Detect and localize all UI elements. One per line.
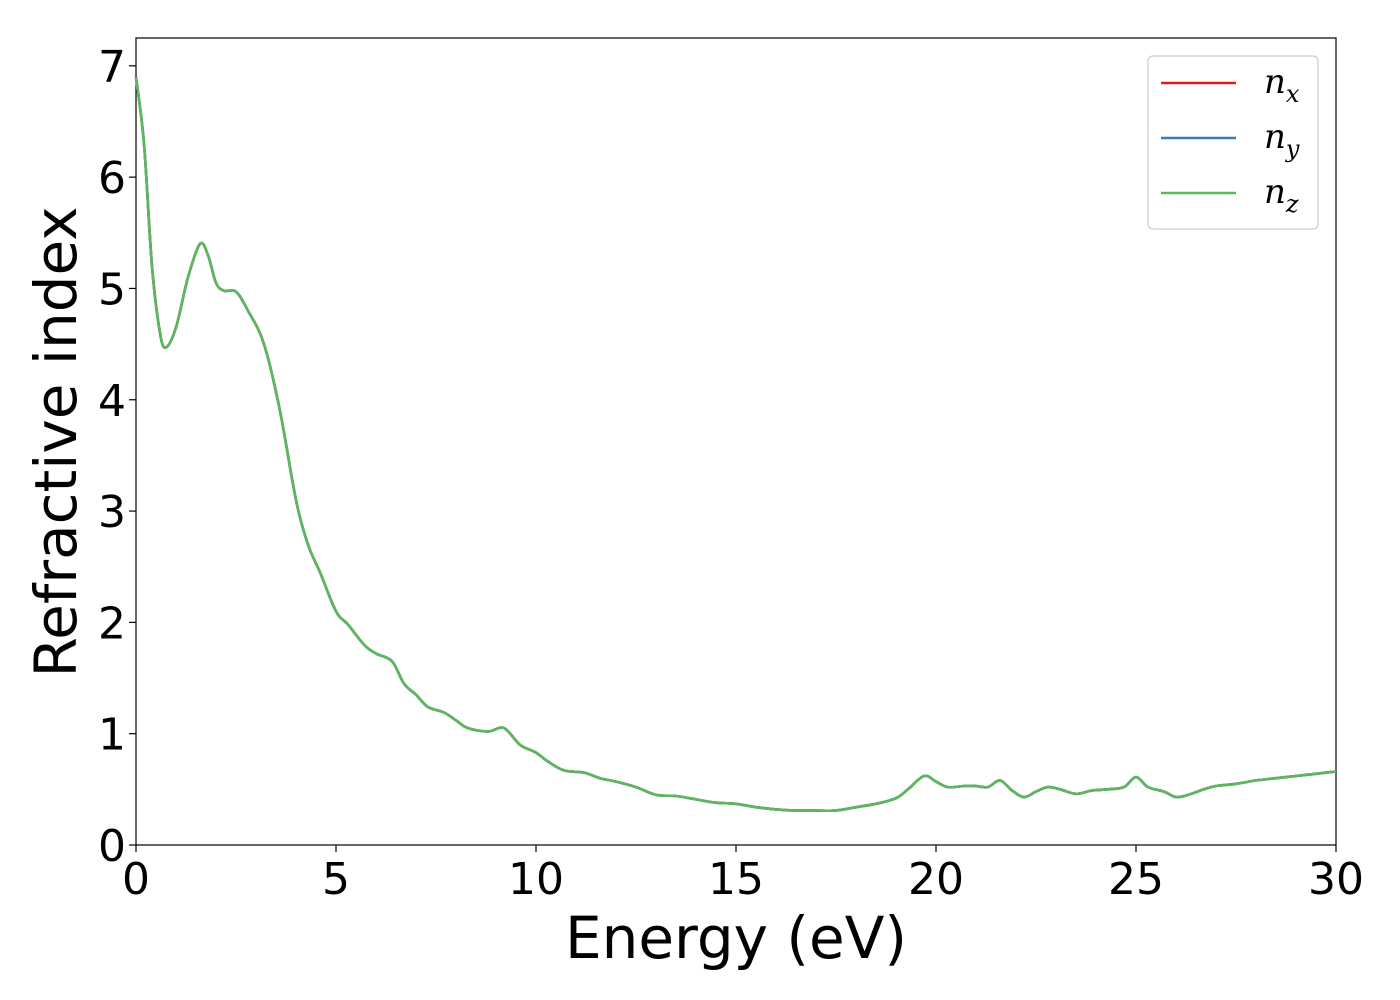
- legend-label-nz: nz: [1264, 172, 1299, 218]
- x-tick-label: 15: [708, 854, 764, 905]
- y-tick-label: 6: [98, 153, 126, 204]
- legend-label-ny: ny: [1264, 117, 1300, 163]
- legend-label-subscript: x: [1286, 80, 1300, 108]
- y-tick-label: 5: [98, 264, 126, 315]
- y-tick-label: 0: [98, 821, 126, 872]
- x-axis-label: Energy (eV): [565, 904, 907, 972]
- y-axis-ticks: 0 1 2 3 4 5 6 7: [98, 42, 136, 872]
- x-tick-label: 25: [1108, 854, 1164, 905]
- x-tick-label: 10: [508, 854, 564, 905]
- y-axis-label: Refractive index: [22, 206, 90, 677]
- series-curves: [134, 76, 1337, 813]
- x-axis-ticks: 0 5 10 15 20 25 30: [122, 845, 1364, 905]
- x-tick-label: 0: [122, 854, 150, 905]
- y-tick-label: 3: [98, 487, 126, 538]
- y-tick-label: 2: [98, 598, 126, 649]
- y-tick-label: 4: [98, 376, 126, 427]
- y-tick-label: 1: [98, 710, 126, 761]
- series-line-nz: [134, 76, 1337, 813]
- x-tick-label: 5: [322, 854, 350, 905]
- legend-label-subscript: z: [1285, 190, 1299, 218]
- y-tick-label: 7: [98, 42, 126, 93]
- legend-label-main: n: [1264, 117, 1286, 157]
- x-tick-label: 30: [1308, 854, 1364, 905]
- legend-label-subscript: y: [1285, 135, 1300, 163]
- legend-box: [1147, 55, 1319, 230]
- legend-label-nx: nx: [1264, 62, 1300, 108]
- legend-label-main: n: [1264, 172, 1286, 212]
- legend-label-main: n: [1264, 62, 1286, 102]
- x-tick-label: 20: [908, 854, 964, 905]
